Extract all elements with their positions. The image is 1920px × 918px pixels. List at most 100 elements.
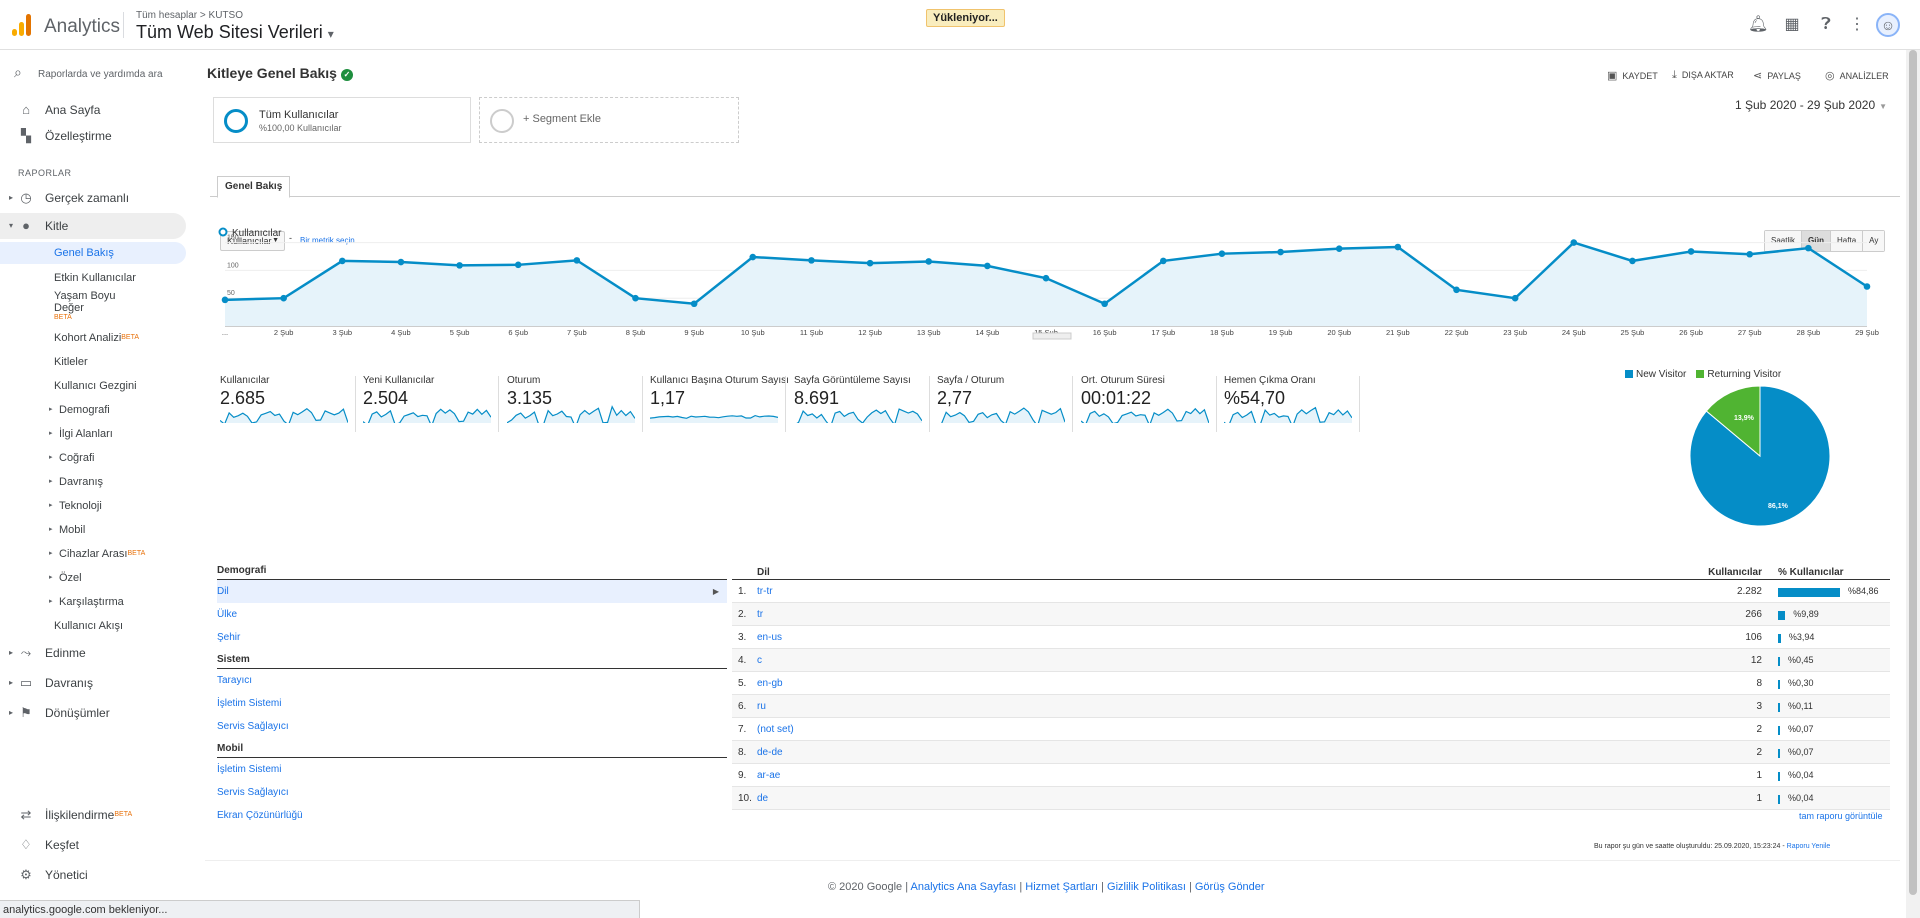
nav-realtime[interactable]: ▸ ◷ Gerçek zamanlı (0, 185, 186, 211)
kpi-bounce-rate[interactable]: Hemen Çıkma Oranı %54,70 (1224, 375, 1352, 430)
row-language-link[interactable]: (not set) (757, 724, 794, 735)
nav-interests[interactable]: ▸ İlgi Alanları (0, 423, 186, 445)
footer-link-feedback[interactable]: Görüş Gönder (1194, 881, 1265, 893)
demo-item-browser[interactable]: Tarayıcı (217, 675, 253, 686)
refresh-report-link[interactable]: Raporu Yenile (1786, 843, 1831, 850)
save-button[interactable]: ▣ KAYDET (1607, 69, 1658, 82)
footer-link-terms[interactable]: Hizmet Şartları (1025, 881, 1099, 893)
kpi-sessions[interactable]: Oturum 3.135 (507, 375, 635, 430)
y-tick-label: 100 (227, 262, 239, 269)
bell-icon[interactable]: 🔔︎ (1748, 16, 1769, 33)
row-language-link[interactable]: c (757, 655, 762, 666)
data-point (1277, 248, 1284, 256)
kpi-avg-session-duration[interactable]: Ort. Oturum Süresi 00:01:22 (1081, 375, 1209, 430)
page-title-text: Kitleye Genel Bakış (207, 65, 337, 81)
nav-attribution[interactable]: ⇄ İlişkilendirmeBETA (0, 802, 186, 828)
help-icon[interactable]: ❓︎ (1821, 16, 1831, 33)
kpi-users[interactable]: Kullanıcılar 2.685 (220, 375, 348, 430)
metric-select[interactable]: Kullanıcılar ▼ (220, 231, 285, 251)
add-segment-button[interactable]: + Segment Ekle (479, 97, 739, 143)
demo-item-mobile-provider[interactable]: Servis Sağlayıcı (217, 787, 289, 798)
nav-conversions[interactable]: ▸ ⚑ Dönüşümler (0, 700, 186, 726)
nav-user-explorer[interactable]: Kullanıcı Gezgini (0, 375, 186, 397)
demo-item-country[interactable]: Ülke (217, 609, 238, 620)
row-language-link[interactable]: tr (757, 609, 764, 620)
row-language-link[interactable]: de-de (757, 747, 783, 758)
pick-metric-link[interactable]: Bir metrik seçin (300, 236, 355, 245)
export-button[interactable]: ⤓ DIŞA AKTAR (1672, 69, 1734, 82)
tab-overview[interactable]: Genel Bakış (217, 176, 291, 198)
nav-overview[interactable]: Genel Bakış (0, 242, 186, 264)
demo-item-city[interactable]: Şehir (217, 632, 241, 643)
nav-audience[interactable]: ▾ ● Kitle (0, 213, 186, 239)
demo-item-os[interactable]: İşletim Sistemi (217, 698, 282, 709)
legend-swatch (1625, 370, 1633, 378)
nav-mobile[interactable]: ▸ Mobil (0, 519, 186, 541)
share-button[interactable]: ⋖ PAYLAŞ (1753, 69, 1801, 82)
row-language-link[interactable]: en-gb (757, 678, 783, 689)
nav-customization[interactable]: ▚ Özelleştirme (0, 123, 186, 149)
nav-demographics[interactable]: ▸ Demografi (0, 399, 186, 421)
period-hourly[interactable]: Saatlik (1765, 231, 1803, 251)
demo-item-mobile-os[interactable]: İşletim Sistemi (217, 764, 282, 775)
scrollbar[interactable] (1906, 50, 1920, 918)
nav-home-label: Ana Sayfa (45, 103, 101, 117)
nav-behavior-sub[interactable]: ▸ Davranış (0, 471, 186, 493)
row-rank: 2. (738, 609, 747, 620)
row-language-link[interactable]: ar-ae (757, 770, 781, 781)
nav-user-flow[interactable]: Kullanıcı Akışı (0, 615, 186, 637)
nav-behavior[interactable]: ▸ ▭ Davranış (0, 670, 186, 696)
x-tick-label: 3 Şub (332, 328, 352, 337)
footer-link-home[interactable]: Analytics Ana Sayfası (910, 881, 1017, 893)
sidebar-search[interactable]: ⌕ Raporlarda ve yardımda ara (14, 64, 163, 81)
period-week[interactable]: Hafta (1831, 231, 1864, 251)
save-label: KAYDET (1622, 71, 1658, 81)
row-language-link[interactable]: ru (757, 701, 766, 712)
x-tick-label: 23 Şub (1503, 328, 1527, 337)
row-users: 2 (1756, 747, 1762, 758)
full-report-link[interactable]: tam raporu görüntüle (1799, 811, 1883, 821)
scrollbar-thumb[interactable] (1909, 50, 1917, 895)
download-icon: ⤓ (1672, 69, 1677, 81)
avatar[interactable]: ☺ (1876, 13, 1900, 37)
nav-home[interactable]: ⌂ Ana Sayfa (0, 97, 186, 123)
view-selector[interactable]: Tüm Web Sitesi Verileri ▾ (136, 22, 334, 43)
nav-benchmarking[interactable]: ▸ Karşılaştırma (0, 591, 186, 613)
nav-lifetime-value[interactable]: Yaşam Boyu Değer BETA (0, 287, 186, 323)
nav-active-users[interactable]: Etkin Kullanıcılar (0, 267, 186, 289)
demo-item-language[interactable]: Dil ▶ (217, 580, 727, 603)
more-vert-icon[interactable]: ⋮ (1849, 16, 1865, 33)
row-rank: 10. (738, 793, 752, 804)
demo-item-screen-resolution[interactable]: Ekran Çözünürlüğü (217, 810, 303, 821)
row-language-link[interactable]: tr-tr (757, 586, 773, 597)
demo-item-provider[interactable]: Servis Sağlayıcı (217, 721, 289, 732)
nav-acquisition[interactable]: ▸ ⤳ Edinme (0, 640, 186, 666)
app-title[interactable]: Analytics (44, 16, 121, 37)
analytics-logo-icon[interactable] (12, 14, 32, 36)
date-range-picker[interactable]: 1 Şub 2020 - 29 Şub 2020 ▼ (1735, 98, 1887, 112)
nav-technology[interactable]: ▸ Teknoloji (0, 495, 186, 517)
row-language-link[interactable]: de (757, 793, 769, 804)
nav-cross-device[interactable]: ▸ Cihazlar ArasıBETA (0, 543, 186, 565)
apps-grid-icon[interactable]: ▦ (1784, 16, 1800, 33)
footer-link-privacy[interactable]: Gizlilik Politikası (1107, 881, 1186, 893)
nav-cohort[interactable]: Kohort AnaliziBETA (0, 327, 186, 349)
kpi-pages-per-session[interactable]: Sayfa / Oturum 2,77 (937, 375, 1065, 430)
nav-custom[interactable]: ▸ Özel (0, 567, 186, 589)
legend-new-visitor[interactable]: New Visitor (1625, 369, 1686, 380)
kpi-pageviews[interactable]: Sayfa Görüntüleme Sayısı 8.691 (794, 375, 922, 430)
kpi-new-users[interactable]: Yeni Kullanıcılar 2.504 (363, 375, 491, 430)
row-language-link[interactable]: en-us (757, 632, 783, 643)
nav-admin[interactable]: ⚙ Yönetici (0, 862, 186, 888)
nav-audiences[interactable]: Kitleler (0, 351, 186, 373)
demo-item-label: Dil (217, 586, 229, 597)
insights-button[interactable]: ◎ ANALİZLER (1825, 69, 1889, 82)
legend-returning-visitor[interactable]: Returning Visitor (1696, 369, 1781, 380)
kpi-sessions-per-user[interactable]: Kullanıcı Başına Oturum Sayısı 1,17 (650, 375, 789, 430)
account-path[interactable]: Tüm hesaplar > KUTSO (136, 10, 243, 21)
row-users: 2.282 (1736, 586, 1762, 597)
nav-discover[interactable]: ♢ Keşfet (0, 832, 186, 858)
nav-geo[interactable]: ▸ Coğrafi (0, 447, 186, 469)
period-month[interactable]: Ay (1863, 231, 1885, 251)
segment-all-users[interactable]: Tüm Kullanıcılar %100,00 Kullanıcılar (213, 97, 471, 143)
